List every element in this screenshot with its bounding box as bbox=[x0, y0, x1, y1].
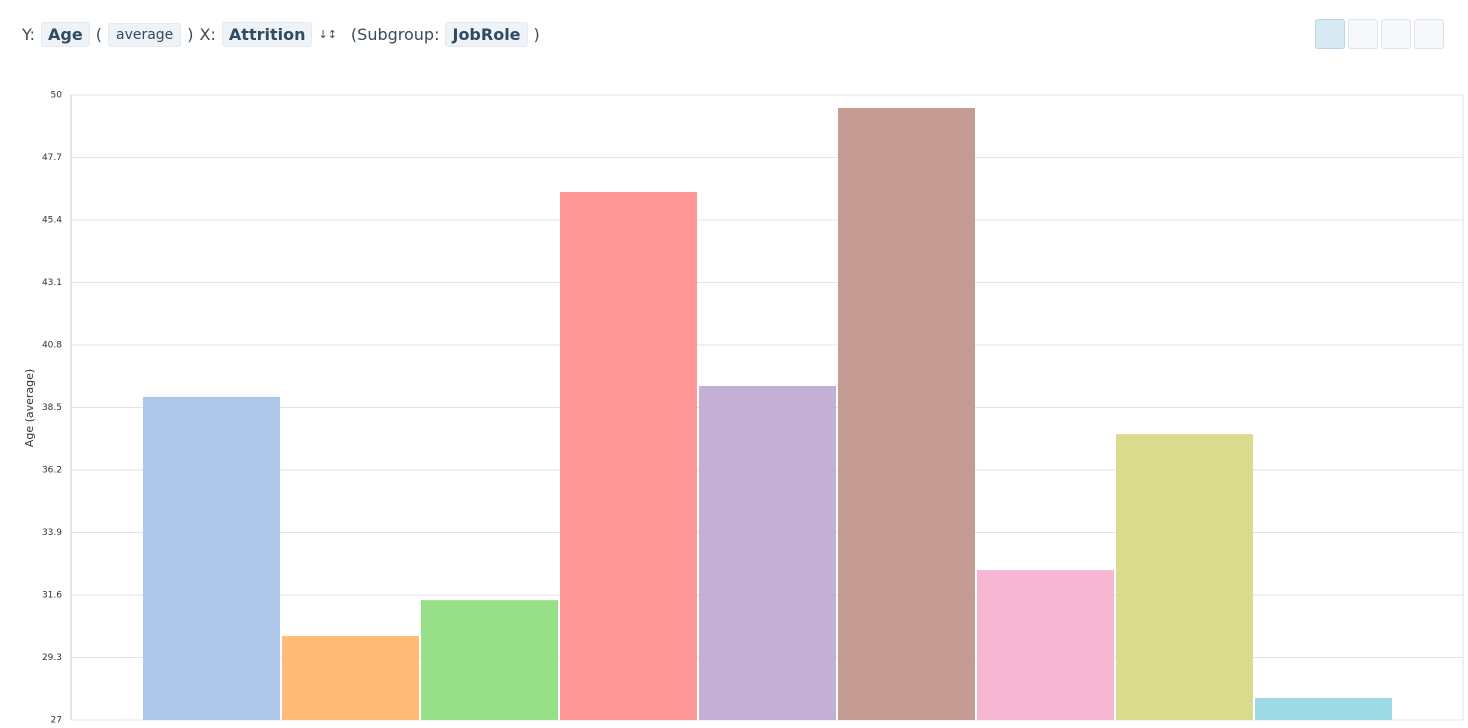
toolbar: Y: Age ( average ) X: Attrition ↓↕ (Subg… bbox=[0, 0, 1468, 70]
bar bbox=[560, 192, 697, 720]
y-tick-label: 29.3 bbox=[42, 653, 62, 663]
label: (Subgroup: bbox=[350, 25, 440, 44]
field-chip[interactable]: Attrition bbox=[221, 22, 313, 47]
y-tick-label: 36.2 bbox=[42, 466, 62, 476]
bar bbox=[977, 570, 1114, 720]
bar bbox=[838, 108, 975, 721]
y-tick-label: 27 bbox=[51, 716, 62, 726]
aggregate-chip[interactable]: average bbox=[107, 22, 182, 47]
sort-icon[interactable]: ↓↕ bbox=[318, 28, 337, 41]
chart-type-buttons bbox=[1315, 19, 1444, 49]
y-tick-label: 43.1 bbox=[42, 278, 62, 288]
label: ) bbox=[533, 25, 540, 44]
y-tick-label: 31.6 bbox=[42, 591, 62, 601]
label: Y: bbox=[22, 25, 36, 44]
area-chart-button[interactable] bbox=[1381, 19, 1411, 49]
column-chart-button[interactable] bbox=[1348, 19, 1378, 49]
bar-chart-button[interactable] bbox=[1315, 19, 1345, 49]
y-tick-label: 50 bbox=[51, 91, 63, 101]
y-tick-label: 40.8 bbox=[42, 341, 62, 351]
bar bbox=[143, 396, 280, 720]
encoding-bar: Y: Age ( average ) X: Attrition ↓↕ (Subg… bbox=[22, 22, 546, 47]
bar bbox=[282, 636, 419, 720]
field-chip[interactable]: Age bbox=[41, 22, 90, 47]
y-axis-title: Age (average) bbox=[23, 369, 36, 447]
bar bbox=[1255, 697, 1392, 720]
y-tick-label: 38.5 bbox=[42, 403, 62, 413]
field-chip[interactable]: JobRole bbox=[445, 22, 528, 47]
y-tick-label: 45.4 bbox=[42, 216, 62, 226]
y-tick-label: 47.7 bbox=[42, 153, 62, 163]
label: X: bbox=[199, 25, 216, 44]
line-chart-button[interactable] bbox=[1414, 19, 1444, 49]
label: ) bbox=[187, 25, 194, 44]
bar bbox=[421, 600, 558, 720]
y-tick-label: 33.9 bbox=[42, 528, 62, 538]
bar bbox=[1116, 434, 1253, 720]
label: ( bbox=[95, 25, 102, 44]
bar bbox=[699, 386, 836, 720]
